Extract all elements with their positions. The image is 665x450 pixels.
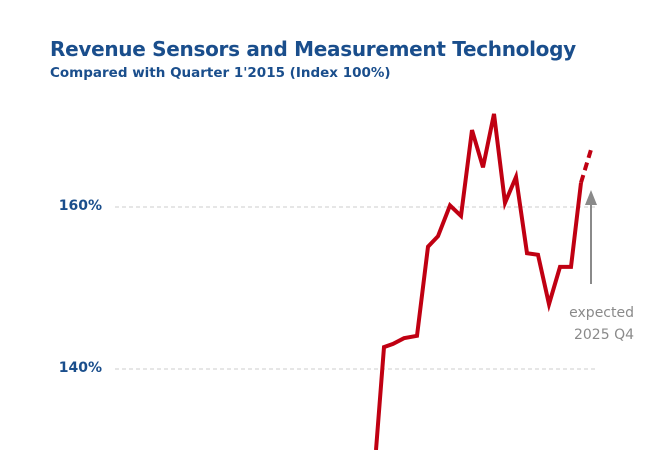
y-tick-140: 140% (58, 360, 102, 376)
arrow-up-icon (585, 190, 597, 205)
series-layer (374, 113, 594, 450)
y-tick-160: 160% (58, 198, 102, 214)
chart-title: Revenue Sensors and Measurement Technolo… (50, 37, 576, 61)
annotation-arrow (585, 190, 597, 284)
revenue-line (374, 113, 583, 450)
annotation-line1: expected (569, 305, 634, 321)
chart-subtitle: Compared with Quarter 1'2015 (Index 100%… (50, 65, 391, 81)
expected-line (579, 145, 594, 184)
annotation-line2: 2025 Q4 (573, 327, 634, 343)
